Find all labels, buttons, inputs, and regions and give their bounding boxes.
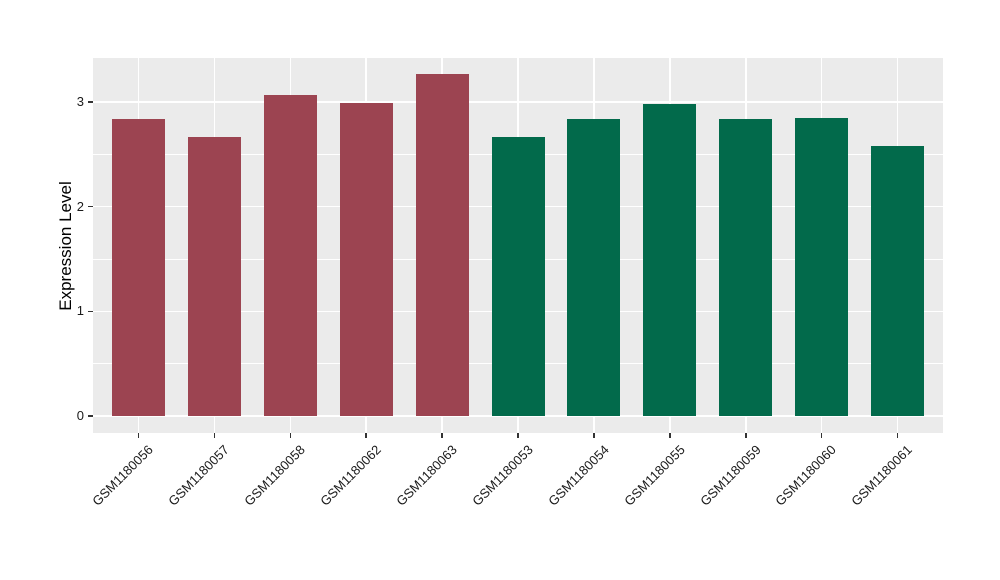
x-tick-GSM1180059 [744, 433, 747, 438]
x-tick-label-GSM1180055: GSM1180055 [620, 442, 688, 509]
bar-GSM1180059 [719, 118, 773, 416]
x-tick-label-GSM1180062: GSM1180062 [317, 442, 384, 509]
bar-GSM1180060 [795, 117, 849, 416]
y-tick-3 [88, 101, 93, 103]
x-tick-label-GSM1180054: GSM1180054 [544, 442, 612, 509]
bar-GSM1180061 [871, 145, 925, 416]
x-tick-GSM1180054 [593, 433, 595, 438]
y-tick-0 [88, 415, 93, 417]
bar-GSM1180056 [112, 118, 165, 416]
x-tick-GSM1180062 [365, 433, 368, 438]
x-tick-GSM1180061 [896, 433, 899, 438]
x-tick-GSM1180060 [820, 433, 823, 438]
bar-GSM1180062 [339, 102, 393, 416]
y-tick-label-1: 1 [76, 303, 84, 319]
x-tick-GSM1180058 [289, 433, 292, 438]
x-tick-GSM1180063 [441, 433, 443, 438]
x-tick-label-GSM1180056: GSM1180056 [89, 442, 157, 509]
bar-GSM1180058 [263, 94, 317, 416]
x-tick-label-GSM1180060: GSM1180060 [772, 442, 840, 509]
x-tick-label-GSM1180057: GSM1180057 [165, 442, 233, 509]
y-tick-1 [88, 310, 93, 313]
bar-GSM1180055 [643, 103, 697, 416]
bar-GSM1180053 [491, 137, 545, 416]
y-tick-label-2: 2 [76, 198, 84, 214]
x-tick-label-GSM1180063: GSM1180063 [393, 442, 460, 509]
x-tick-GSM1180055 [669, 433, 671, 438]
y-axis-title: Expression Level [56, 181, 75, 311]
x-tick-GSM1180053 [517, 433, 519, 438]
y-tick-2 [88, 205, 93, 208]
x-tick-label-GSM1180053: GSM1180053 [469, 442, 536, 509]
y-tick-label-0: 0 [76, 408, 84, 423]
x-tick-label-GSM1180061: GSM1180061 [848, 442, 916, 509]
x-tick-GSM1180056 [137, 433, 140, 438]
x-tick-GSM1180057 [213, 433, 216, 438]
bar-GSM1180057 [187, 137, 241, 416]
x-tick-label-GSM1180059: GSM1180059 [696, 442, 764, 509]
bar-GSM1180063 [415, 73, 469, 416]
bar-GSM1180054 [567, 118, 621, 416]
x-tick-label-GSM1180058: GSM1180058 [241, 442, 308, 509]
y-tick-label-3: 3 [76, 93, 84, 109]
